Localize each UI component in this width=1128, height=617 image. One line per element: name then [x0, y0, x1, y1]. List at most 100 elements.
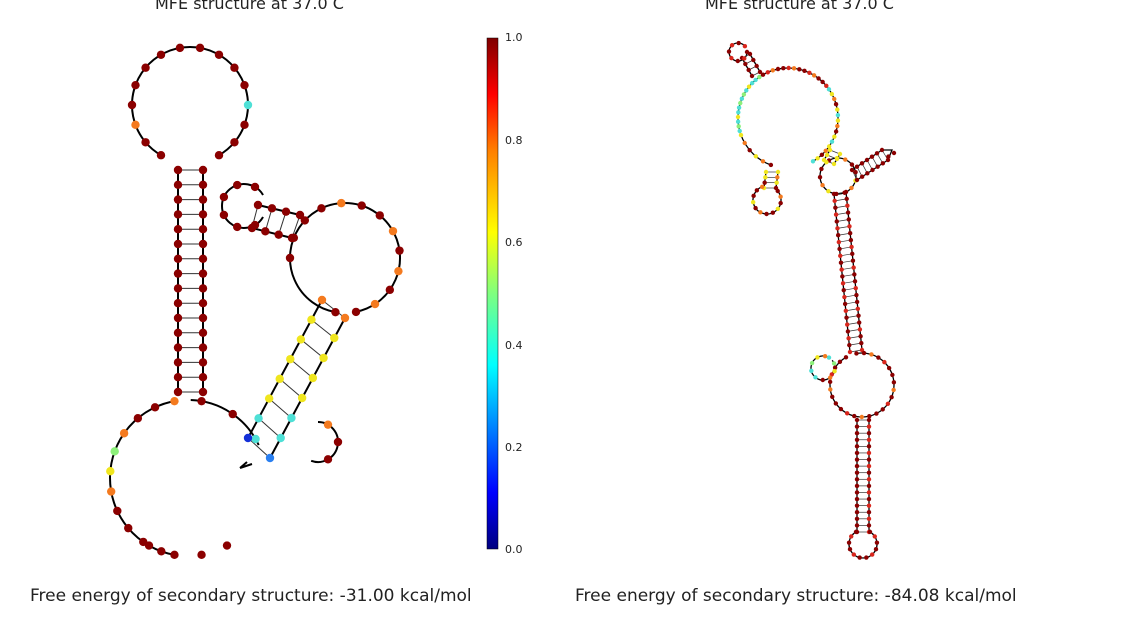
nucleotide [751, 57, 756, 63]
nucleotide [869, 352, 874, 357]
nucleotide [198, 210, 208, 219]
nucleotide [198, 284, 208, 293]
left-rna-structure [106, 43, 404, 560]
nucleotide [849, 185, 854, 191]
nucleotide [747, 147, 752, 153]
nucleotide [754, 63, 759, 69]
nucleotide [849, 244, 854, 250]
nucleotide [198, 328, 208, 337]
nucleotide [848, 237, 854, 243]
nucleotide [802, 68, 807, 73]
nucleotide [775, 206, 781, 212]
nucleotide [736, 124, 741, 129]
nucleotide [331, 307, 340, 317]
colorbar-tick-4: 0.4 [505, 339, 523, 352]
nucleotide [813, 375, 818, 380]
nucleotide [119, 429, 129, 438]
nucleotide [250, 220, 260, 230]
nucleotide [882, 359, 887, 365]
nucleotide [729, 43, 735, 48]
nucleotide [750, 200, 756, 205]
nucleotide [847, 342, 852, 348]
nucleotide [760, 159, 766, 164]
nucleotide [286, 354, 295, 364]
nucleotide [835, 107, 840, 112]
nucleotide [846, 540, 852, 545]
nucleotide [741, 92, 747, 97]
nucleotide [866, 450, 872, 456]
nucleotide [873, 547, 879, 552]
nucleotide [173, 239, 183, 249]
nucleotide [214, 151, 224, 160]
nucleotide [742, 56, 747, 61]
nucleotide [847, 231, 853, 236]
nucleotide [886, 365, 892, 371]
nucleotide [198, 373, 208, 382]
nucleotide [866, 496, 872, 502]
nucleotide [274, 230, 283, 239]
nucleotide [831, 191, 837, 197]
nucleotide [198, 343, 208, 352]
nucleotide [198, 225, 208, 234]
nucleotide [833, 102, 839, 107]
nucleotide [843, 189, 849, 195]
nucleotide [850, 251, 855, 257]
nucleotide [754, 188, 760, 193]
nucleotide [827, 147, 833, 153]
nucleotide [845, 329, 851, 334]
nucleotide [854, 523, 860, 528]
nucleotide [824, 83, 829, 89]
nucleotide [816, 76, 821, 81]
nucleotide [763, 175, 768, 180]
nucleotide [173, 225, 183, 234]
nucleotide [735, 58, 740, 64]
nucleotide [170, 396, 179, 406]
nucleotide [124, 523, 133, 533]
nucleotide [243, 433, 253, 443]
nucleotide [197, 550, 206, 560]
nucleotide [869, 552, 875, 557]
nucleotide [758, 210, 763, 215]
nucleotide [837, 151, 843, 157]
nucleotide [276, 433, 285, 443]
nucleotide [835, 118, 841, 123]
nucleotide [775, 66, 781, 72]
nucleotide [757, 69, 763, 75]
nucleotide [775, 175, 780, 180]
nucleotide [774, 180, 779, 185]
nucleotide [744, 88, 749, 93]
nucleotide [173, 254, 183, 263]
nucleotide [856, 313, 861, 318]
nucleotide [858, 334, 863, 339]
nucleotide [770, 210, 776, 215]
nucleotide [866, 463, 872, 469]
nucleotide [370, 299, 380, 309]
colorbar-tick-6: 0.0 [505, 543, 523, 556]
nucleotide [834, 219, 839, 224]
nucleotide [173, 328, 183, 337]
nucleotide [854, 490, 860, 495]
nucleotide [840, 274, 845, 279]
nucleotide [822, 353, 828, 359]
nucleotide [874, 151, 880, 156]
nucleotide [261, 227, 270, 236]
right-free-energy-text: Free energy of secondary structure: -84.… [575, 586, 1017, 606]
nucleotide [827, 379, 833, 385]
nucleotide [854, 444, 860, 449]
nucleotide [222, 541, 232, 550]
nucleotide [156, 151, 166, 160]
nucleotide [854, 457, 860, 462]
nucleotide [835, 226, 840, 231]
nucleotide [851, 552, 857, 557]
nucleotide [854, 463, 860, 469]
nucleotide [866, 523, 872, 528]
nucleotide [838, 260, 844, 265]
nucleotide [841, 287, 846, 293]
nucleotide [838, 406, 844, 412]
nucleotide [240, 120, 249, 130]
nucleotide [809, 360, 815, 366]
nucleotide [333, 437, 343, 447]
nucleotide [296, 335, 306, 344]
nucleotide [330, 333, 339, 343]
nucleotide [866, 457, 872, 462]
